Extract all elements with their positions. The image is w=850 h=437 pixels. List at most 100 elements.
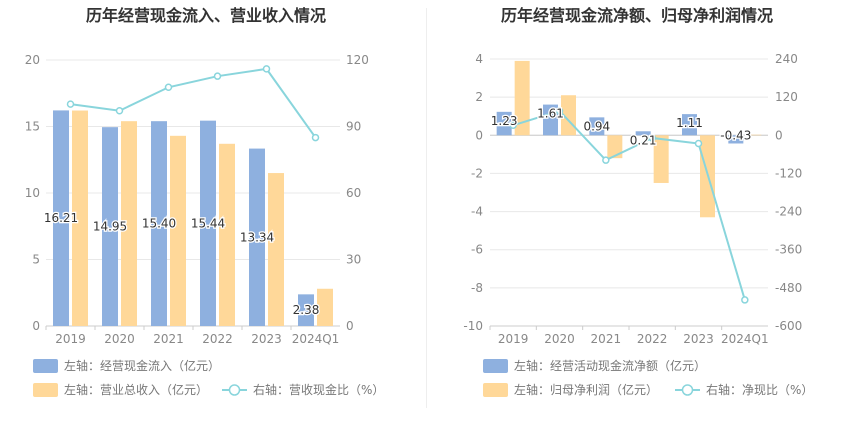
x-tick-label: 2022 <box>202 332 233 346</box>
x-tick-label: 2021 <box>153 332 184 346</box>
y-right-tick-label: 90 <box>346 120 361 134</box>
y-left-tick-label: 2 <box>475 90 483 104</box>
chart-net-cashflow-profit: 历年经营现金流净额、归母净利润情况 -10 -8 -6 -4 -2 0 2 4 -600 -480 -… <box>463 6 813 397</box>
y-right-tick-label: 0 <box>346 319 354 333</box>
legend-label: 左轴：经营活动现金流净额（亿元） <box>514 358 706 373</box>
legend-swatch-bar <box>33 359 58 373</box>
bar-series-2 <box>514 60 530 136</box>
bar-data-label: 1.61 <box>537 107 564 121</box>
bar-data-label: 1.11 <box>676 116 703 130</box>
x-tick-label: 2024Q1 <box>292 332 340 346</box>
bar-series-1 <box>682 114 697 136</box>
bar-data-label: -0.43 <box>720 128 751 142</box>
line-point <box>555 107 564 115</box>
legend-label: 左轴：归母净利润（亿元） <box>514 382 658 397</box>
legend-label: 右轴：净现比（%） <box>706 382 813 397</box>
y-right-tick-label: 240 <box>775 52 798 66</box>
legend-label: 左轴：营业总收入（亿元） <box>64 382 208 397</box>
bar-series-2 <box>170 135 186 326</box>
y-left-tick-label: 10 <box>25 186 40 200</box>
bar-data-label: 1.23 <box>491 114 518 128</box>
y-left-tick-label: -10 <box>463 319 483 333</box>
legend-swatch-bar <box>483 359 508 373</box>
y-right-tick-label: 120 <box>346 53 369 67</box>
line-point <box>311 133 320 142</box>
line-series <box>512 109 746 301</box>
legend-label: 左轴：经营现金流入（亿元） <box>64 358 220 373</box>
bar-series-1 <box>249 148 265 326</box>
y-right-tick-label: 30 <box>346 253 361 267</box>
bar-series-2 <box>317 288 333 326</box>
y-right-tick-label: 0 <box>775 128 783 142</box>
y-right-tick-label: -360 <box>775 243 802 257</box>
line-point <box>213 72 222 80</box>
y-left-tick-label: -8 <box>471 281 483 295</box>
bar-data-label: 2.38 <box>293 303 320 317</box>
bar-data-label: 0.21 <box>630 133 657 147</box>
y-right-tick-label: -600 <box>775 319 802 333</box>
x-tick-label: 2023 <box>683 332 714 346</box>
line-point <box>115 107 124 115</box>
bar-series-1 <box>102 127 118 326</box>
bar-series-1 <box>53 110 69 326</box>
legend-swatch-bar <box>483 383 508 397</box>
line-point <box>509 121 517 130</box>
bar-series-2 <box>121 121 137 327</box>
line-point <box>66 100 75 108</box>
y-right-tick-label: 120 <box>775 90 798 104</box>
bar-series-2 <box>746 134 762 136</box>
bar-series-1 <box>635 131 651 136</box>
line-point <box>164 83 173 92</box>
line-point <box>262 65 271 73</box>
bar-data-label: 14.95 <box>93 220 127 234</box>
x-tick-label: 2020 <box>104 332 135 346</box>
line-point <box>694 139 703 148</box>
chart-title: 历年经营现金流入、营业收入情况 <box>86 6 326 25</box>
line-series <box>70 67 317 139</box>
legend-swatch-marker <box>228 384 241 396</box>
bar-series-1 <box>496 111 512 136</box>
y-left-tick-label: 4 <box>475 52 483 66</box>
y-left-tick-label: 5 <box>32 253 40 267</box>
y-left-tick-label: 20 <box>25 53 40 67</box>
x-tick-label: 2020 <box>544 332 575 346</box>
x-tick-label: 2019 <box>498 332 529 346</box>
y-left-tick-label: -2 <box>471 166 483 180</box>
y-left-tick-label: 0 <box>475 128 483 142</box>
line-point <box>741 296 749 304</box>
line-point <box>648 134 656 142</box>
bar-series-1 <box>589 117 605 136</box>
bar-series-1 <box>298 294 314 326</box>
y-right-tick-label: -240 <box>775 205 802 219</box>
chart-cash-inflow-revenue: 历年经营现金流入、营业收入情况 0 5 10 15 20 0 30 60 90 120 2019 202… <box>25 6 384 397</box>
y-left-tick-label: 15 <box>25 120 40 134</box>
y-left-tick-label: -4 <box>471 205 483 219</box>
bar-data-label: 0.94 <box>583 119 610 133</box>
y-right-tick-label: 60 <box>346 186 361 200</box>
bar-series-2 <box>72 110 88 326</box>
x-tick-label: 2021 <box>591 332 622 346</box>
x-tick-label: 2023 <box>251 332 282 346</box>
legend-swatch-marker <box>681 384 694 396</box>
bar-series-2 <box>219 143 235 326</box>
bar-data-label: 15.40 <box>142 217 176 231</box>
y-right-tick-label: -120 <box>775 166 802 180</box>
x-tick-label: 2022 <box>637 332 668 346</box>
y-left-tick-label: 0 <box>32 319 40 333</box>
bar-series-2 <box>607 135 623 159</box>
legend-swatch-bar <box>33 383 58 397</box>
line-point <box>602 156 610 164</box>
x-tick-label: 2019 <box>55 332 86 346</box>
y-left-tick-label: -6 <box>471 243 483 257</box>
bar-series-2 <box>653 135 669 183</box>
bar-data-label: 16.21 <box>44 211 78 225</box>
bar-data-label: 13.34 <box>240 230 274 244</box>
chart-title: 历年经营现金流净额、归母净利润情况 <box>501 6 773 25</box>
y-right-tick-label: -480 <box>775 281 802 295</box>
bar-series-2 <box>268 173 284 326</box>
panel-divider <box>426 8 427 408</box>
bar-data-label: 15.44 <box>191 216 225 230</box>
bar-series-1 <box>200 120 216 326</box>
bar-series-1 <box>151 121 167 327</box>
x-tick-label: 2024Q1 <box>721 332 769 346</box>
